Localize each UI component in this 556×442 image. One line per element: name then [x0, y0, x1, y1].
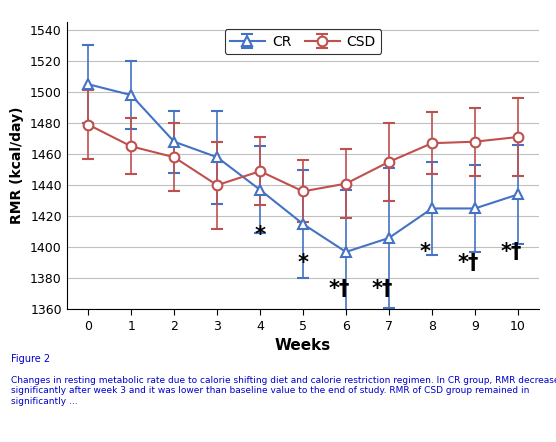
Text: *†: *† — [329, 279, 350, 299]
Text: *†: *† — [458, 253, 479, 273]
Text: *: * — [420, 242, 431, 262]
X-axis label: Weeks: Weeks — [275, 339, 331, 353]
Y-axis label: RMR (kcal/day): RMR (kcal/day) — [11, 107, 24, 225]
Text: *: * — [297, 253, 309, 273]
Text: *†: *† — [372, 279, 393, 299]
Text: *: * — [255, 225, 266, 245]
Text: *†: *† — [501, 242, 522, 262]
Text: Figure 2: Figure 2 — [11, 354, 50, 364]
Text: Changes in resting metabolic rate due to calorie shifting diet and calorie restr: Changes in resting metabolic rate due to… — [11, 376, 556, 405]
Legend: CR, CSD: CR, CSD — [225, 29, 381, 54]
